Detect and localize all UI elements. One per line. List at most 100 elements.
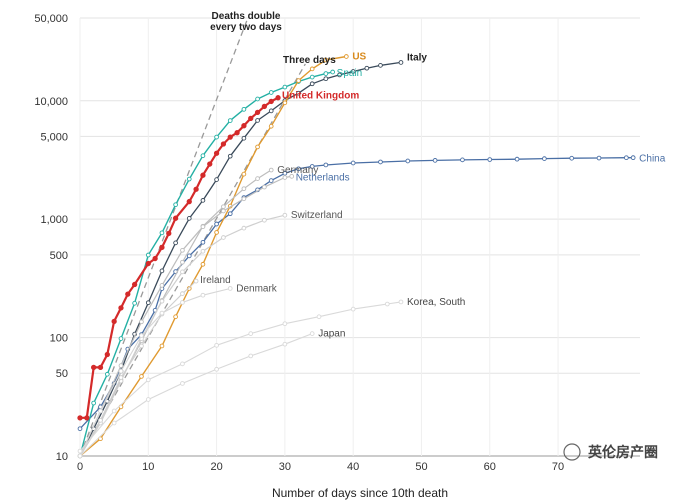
point-japan [309,331,315,336]
series-line-china [79,157,634,430]
reference-line-deaths-double [79,17,249,457]
point-spain [91,400,97,406]
point-netherlands [262,184,267,190]
x-tick-label: 0 [77,461,83,473]
point-united-kingdom [131,281,138,288]
series-label-italy: Italy [407,52,427,63]
point-switzerland [282,212,288,218]
point-united-kingdom [159,244,165,251]
point-netherlands [221,208,226,214]
y-tick-label: 500 [50,250,68,262]
point-us [296,78,301,83]
point-korea-south [248,331,254,336]
point-united-kingdom [234,130,240,136]
point-united-kingdom [261,103,268,110]
point-switzerland [241,225,247,231]
point-italy [145,300,151,306]
point-united-kingdom [248,115,254,122]
series-line-us [79,55,347,457]
point-us [200,261,206,267]
point-denmark [139,333,144,338]
point-united-kingdom [220,141,227,147]
point-us [323,57,329,63]
point-netherlands [200,224,206,230]
point-ireland [180,291,185,297]
point-switzerland [159,298,165,304]
point-italy [214,177,219,182]
point-us [173,314,178,320]
point-spain [118,336,124,341]
point-denmark [118,368,124,374]
x-tick-label: 50 [415,461,427,473]
reference-lines [79,17,306,457]
point-united-kingdom [241,123,247,129]
gridlines [79,17,640,457]
point-china [200,239,206,245]
point-spain [268,90,274,95]
annotation-doubling-line1: Deaths double [212,11,281,22]
y-tick-label: 1,000 [40,214,68,226]
series-line-united-kingdom [80,96,279,419]
point-ireland [118,375,124,380]
x-tick-label: 30 [279,461,291,473]
point-switzerland [262,217,267,223]
point-us [139,374,144,379]
point-italy [398,60,404,65]
point-korea-south [111,408,117,414]
point-united-kingdom [172,215,179,221]
point-korea-south [384,301,390,307]
point-spain [330,69,336,75]
point-denmark [227,286,233,291]
point-netherlands [139,319,144,325]
point-us [255,144,260,150]
point-japan [248,353,254,359]
point-korea-south [77,448,83,454]
series-label-germany: Germany [277,165,318,176]
point-italy [364,65,370,71]
point-spain [200,153,206,159]
point-ireland [98,418,103,423]
point-us [159,343,165,349]
point-japan [282,341,288,347]
point-italy [337,72,342,78]
point-spain [282,84,288,90]
point-united-kingdom [268,98,274,105]
point-korea-south [145,377,151,383]
point-italy [309,81,315,87]
point-china [282,170,288,176]
point-united-kingdom [166,230,172,237]
point-netherlands [118,363,124,368]
point-spain [173,202,178,208]
point-spain [309,74,315,80]
series-label-korea-south: Korea, South [407,297,465,308]
y-tick-label: 5,000 [40,131,68,143]
x-tick-label: 70 [552,461,564,473]
point-italy [241,135,247,141]
point-united-kingdom [200,172,206,178]
point-united-kingdom [104,351,110,358]
point-united-kingdom [275,95,281,101]
series-line-netherlands [79,175,292,457]
point-italy [323,76,329,82]
y-tick-label: 50,000 [34,13,68,25]
point-netherlands [282,175,288,180]
point-italy [186,216,192,221]
series-label-us: US [352,52,366,63]
point-italy [350,69,356,74]
series-line-germany [79,169,272,457]
point-spain [241,106,247,112]
annotation-doubling-line2: every two days [210,22,282,33]
point-japan [77,453,83,459]
annotation-three-days: Three days [283,55,336,66]
point-japan [145,397,151,402]
point-united-kingdom [186,198,192,205]
point-spain [323,71,329,76]
point-spain [132,300,137,306]
point-denmark [98,408,103,414]
point-italy [159,268,165,274]
point-united-kingdom [145,260,151,267]
point-japan [111,420,117,426]
point-germany [180,259,185,265]
point-united-kingdom [84,415,90,421]
series-label-china: China [639,154,666,165]
